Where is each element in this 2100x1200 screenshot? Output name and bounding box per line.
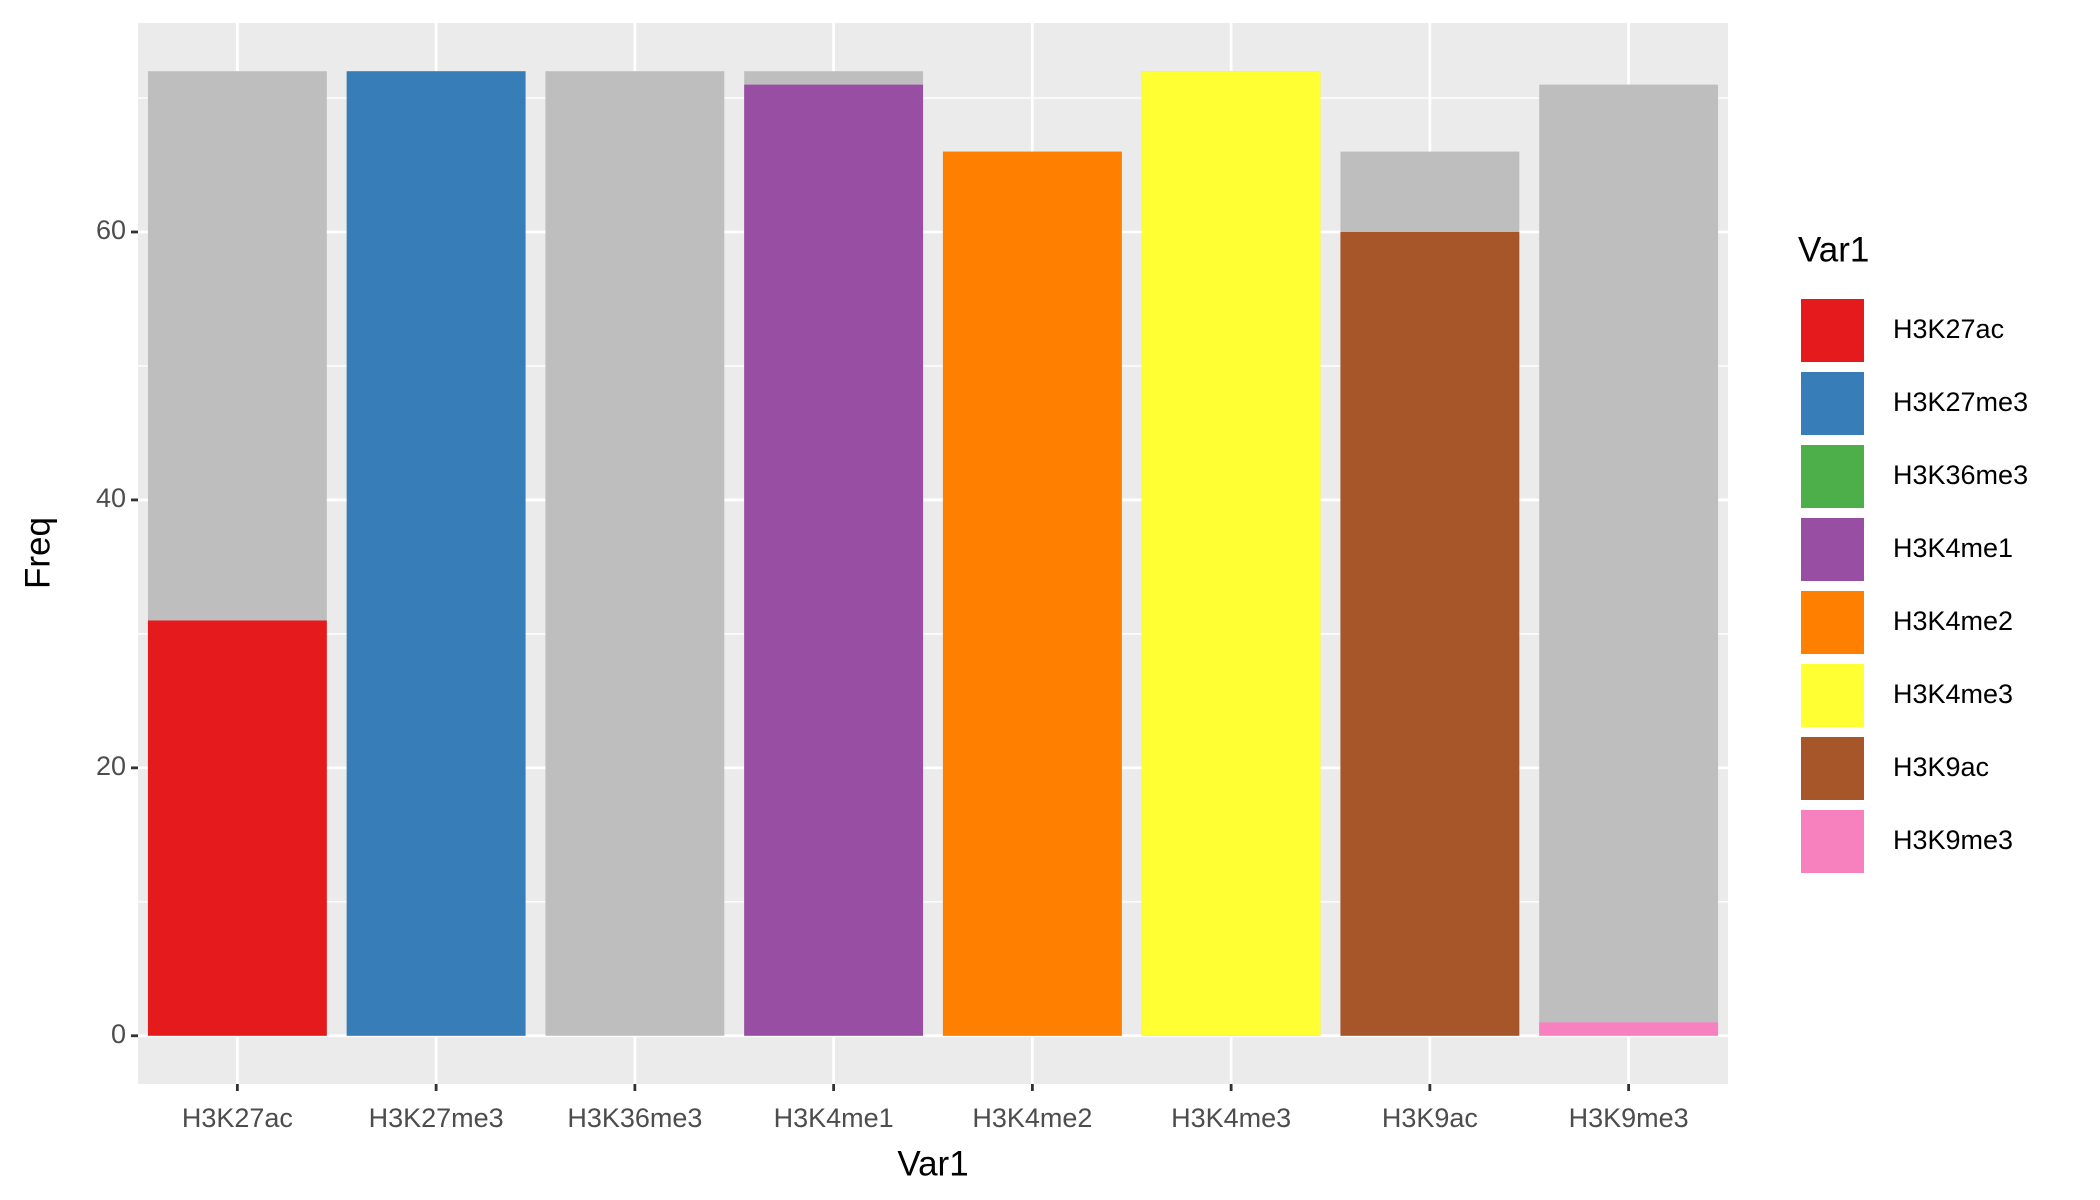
legend-key xyxy=(1799,516,1866,583)
legend-title: Var1 xyxy=(1798,230,1869,269)
x-axis-title: Var1 xyxy=(897,1144,968,1183)
x-tick-label: H3K36me3 xyxy=(567,1103,702,1133)
bar xyxy=(346,71,526,1036)
legend-key xyxy=(1799,735,1866,802)
y-tick-label: 40 xyxy=(96,483,126,513)
bar xyxy=(545,71,725,1036)
legend-label: H3K27me3 xyxy=(1893,387,2028,417)
bar xyxy=(1141,71,1321,1036)
bar xyxy=(942,151,1122,1036)
x-tick-label: H3K27me3 xyxy=(369,1103,504,1133)
legend-key xyxy=(1799,443,1866,510)
y-tick-label: 20 xyxy=(96,751,126,781)
legend-label: H3K27ac xyxy=(1893,314,2004,344)
legend-label: H3K9ac xyxy=(1893,752,1989,782)
y-tick-label: 0 xyxy=(111,1019,126,1049)
y-tick-label: 60 xyxy=(96,215,126,245)
legend-label: H3K9me3 xyxy=(1893,825,2013,855)
x-tick-label: H3K4me3 xyxy=(1171,1103,1291,1133)
x-tick-label: H3K27ac xyxy=(182,1103,293,1133)
legend-key xyxy=(1799,808,1866,875)
legend-key xyxy=(1799,370,1866,437)
legend-key xyxy=(1799,589,1866,656)
x-tick-label: H3K9me3 xyxy=(1569,1103,1689,1133)
y-axis-title: Freq xyxy=(18,517,57,589)
legend-label: H3K4me2 xyxy=(1893,606,2013,636)
x-tick-label: H3K9ac xyxy=(1382,1103,1478,1133)
bar xyxy=(1340,231,1520,1036)
legend-label: H3K36me3 xyxy=(1893,460,2028,490)
legend-key xyxy=(1799,662,1866,729)
bar xyxy=(744,84,924,1036)
bar xyxy=(1539,84,1719,1036)
bar xyxy=(147,620,327,1036)
bars xyxy=(147,71,1719,1036)
bar xyxy=(1539,1022,1719,1036)
legend-label: H3K4me3 xyxy=(1893,679,2013,709)
legend-key xyxy=(1799,297,1866,364)
x-tick-label: H3K4me1 xyxy=(774,1103,894,1133)
x-tick-label: H3K4me2 xyxy=(972,1103,1092,1133)
legend-label: H3K4me1 xyxy=(1893,533,2013,563)
